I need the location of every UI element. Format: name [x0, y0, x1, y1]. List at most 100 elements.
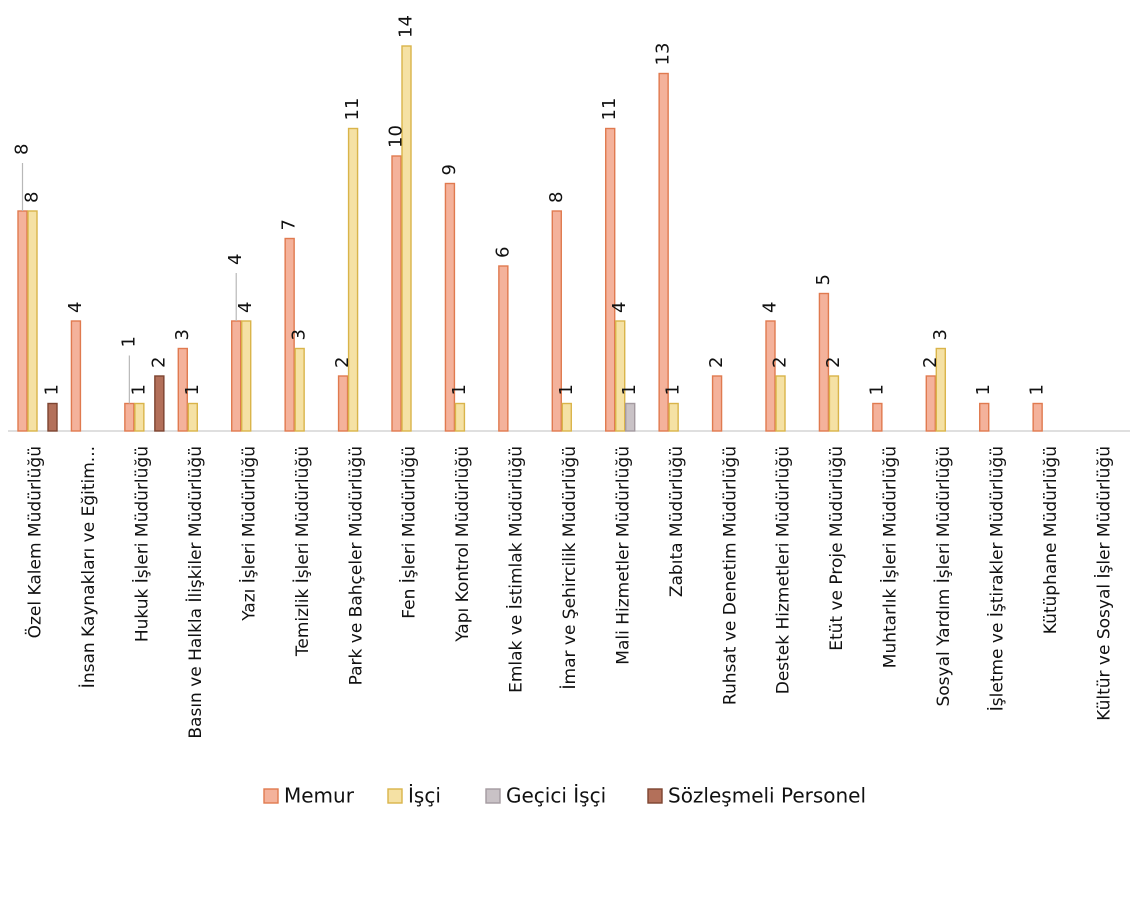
category-label-5: Temizlik İşleri Müdürlüğü — [292, 446, 313, 657]
bar-memur-2 — [124, 402, 135, 432]
category-label-16: Muhtarlık İşleri Müdürlüğü — [880, 446, 901, 668]
value-label-sözleşmeli-personel-0: 1 — [42, 384, 63, 395]
bar-sözleşmeli-personel-2 — [154, 375, 165, 432]
legend-item-3: Sözleşmeli Personel — [647, 784, 866, 808]
legend-label-0: Memur — [284, 784, 355, 808]
bar-i̇şçi-4 — [241, 320, 252, 432]
category-label-3: Basın ve Halkla İlişkiler Müdürlüğü — [185, 446, 206, 739]
legend-swatch-2 — [485, 788, 501, 804]
value-label-memur-1: 4 — [65, 302, 86, 313]
category-label-20: Kültür ve Sosyal İşler Müdürlüğü — [1093, 446, 1114, 721]
leader-layer — [21, 163, 237, 404]
value-label-memur-4: 4 — [225, 254, 246, 265]
value-label-i̇şçi-6: 11 — [342, 98, 363, 121]
bar-memur-9 — [498, 265, 509, 432]
bar-memur-10 — [551, 210, 562, 432]
legend-item-2: Geçici İşçi — [485, 784, 606, 808]
category-label-1: İnsan Kaynakları ve Eğitim... — [78, 446, 99, 688]
bar-memur-0 — [17, 210, 28, 432]
bar-memur-19 — [1032, 402, 1043, 432]
value-label-sözleşmeli-personel-2: 2 — [148, 357, 169, 368]
bar-sözleşmeli-personel-0 — [47, 402, 58, 432]
value-label-i̇şçi-8: 1 — [449, 384, 470, 395]
legend: Memur İşçi Geçici İşçi Sözleşmeli Personel — [263, 784, 866, 808]
value-label-i̇şçi-3: 1 — [182, 384, 203, 395]
value-label-i̇şçi-10: 1 — [556, 384, 577, 395]
value-label-memur-3: 3 — [172, 329, 193, 340]
bar-memur-8 — [444, 182, 456, 432]
value-labels-layer: 8814112314473211101491681114113124252123… — [12, 15, 1048, 395]
category-label-2: Hukuk İşleri Müdürlüğü — [132, 446, 153, 642]
value-label-memur-18: 1 — [973, 384, 994, 395]
value-label-memur-12: 13 — [653, 43, 674, 66]
bar-memur-12 — [658, 72, 669, 432]
value-label-memur-19: 1 — [1027, 384, 1048, 395]
bar-geçici-i̇şçi-11 — [625, 402, 636, 432]
bar-i̇şçi-3 — [187, 402, 198, 432]
value-label-memur-8: 9 — [439, 164, 460, 175]
category-label-8: Yapı Kontrol Müdürlüğü — [453, 446, 473, 643]
category-label-18: İşletme ve İştirakler Müdürlüğü — [986, 446, 1007, 711]
bar-i̇şçi-0 — [27, 210, 38, 432]
bar-i̇şçi-8 — [454, 402, 466, 432]
category-label-11: Mali Hizmetler Müdürlüğü — [613, 446, 633, 665]
value-label-i̇şçi-0: 8 — [22, 192, 43, 203]
value-label-memur-13: 2 — [706, 357, 727, 368]
legend-swatch-0 — [263, 788, 279, 804]
value-label-i̇şçi-14: 2 — [770, 357, 791, 368]
value-label-i̇şçi-11: 4 — [609, 302, 630, 313]
bar-i̇şçi-10 — [561, 402, 572, 432]
value-label-memur-11: 11 — [599, 98, 620, 121]
value-label-memur-6: 2 — [332, 357, 353, 368]
legend-label-2: Geçici İşçi — [506, 784, 606, 808]
bar-i̇şçi-17 — [935, 347, 946, 432]
category-label-10: İmar ve Şehircilik Müdürlüğü — [559, 446, 580, 690]
legend-label-1: İşçi — [408, 784, 441, 808]
value-label-i̇şçi-4: 4 — [235, 302, 256, 313]
bar-memur-11 — [605, 127, 616, 432]
category-label-14: Destek Hizmetleri Müdürlüğü — [774, 446, 794, 694]
legend-label-3: Sözleşmeli Personel — [668, 784, 866, 808]
legend-item-0: Memur — [263, 784, 355, 808]
bar-i̇şçi-12 — [668, 402, 679, 432]
bar-memur-15 — [818, 292, 830, 432]
bar-i̇şçi-7 — [401, 45, 412, 432]
bar-i̇şçi-6 — [347, 127, 359, 432]
category-label-12: Zabıta Müdürlüğü — [667, 446, 687, 597]
bar-i̇şçi-2 — [134, 402, 145, 432]
value-label-memur-5: 7 — [279, 219, 300, 230]
value-label-i̇şçi-17: 3 — [930, 329, 951, 340]
bar-memur-17 — [925, 375, 936, 432]
value-label-memur-14: 4 — [760, 302, 781, 313]
value-label-i̇şçi-2: 1 — [128, 384, 149, 395]
category-label-0: Özel Kalem Müdürlüğü — [24, 446, 46, 638]
bar-i̇şçi-5 — [294, 347, 305, 432]
value-label-memur-7: 10 — [386, 125, 407, 148]
bar-memur-14 — [765, 320, 776, 432]
legend-swatch-3 — [647, 788, 663, 804]
bar-memur-7 — [391, 155, 402, 432]
value-label-i̇şçi-12: 1 — [663, 384, 684, 395]
value-label-i̇şçi-7: 14 — [396, 15, 417, 38]
value-label-memur-0: 8 — [12, 144, 33, 155]
bar-i̇şçi-14 — [775, 375, 786, 432]
legend-swatch-1 — [387, 788, 403, 804]
bar-i̇şçi-15 — [828, 375, 840, 432]
category-label-15: Etüt ve Proje Müdürlüğü — [827, 446, 847, 651]
value-label-i̇şçi-5: 3 — [289, 329, 310, 340]
value-label-memur-17: 2 — [920, 357, 941, 368]
category-label-9: Emlak ve İstimlak Müdürlüğü — [506, 446, 527, 693]
bar-memur-13 — [711, 375, 723, 432]
bar-i̇şçi-11 — [615, 320, 626, 432]
bar-memur-6 — [337, 375, 349, 432]
bar-memur-18 — [979, 402, 990, 432]
value-label-i̇şçi-15: 2 — [823, 357, 844, 368]
bar-memur-3 — [177, 347, 188, 432]
value-label-memur-16: 1 — [866, 384, 887, 395]
bar-memur-5 — [284, 237, 295, 432]
value-label-memur-15: 5 — [813, 274, 834, 285]
value-label-geçici-i̇şçi-11: 1 — [619, 384, 640, 395]
category-label-17: Sosyal Yardım İşleri Müdürlüğü — [933, 446, 954, 707]
